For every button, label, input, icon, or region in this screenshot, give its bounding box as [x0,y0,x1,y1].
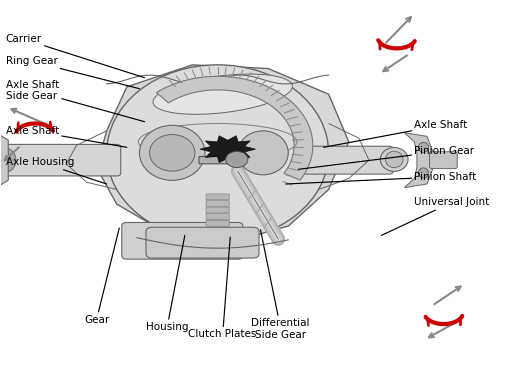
Ellipse shape [237,131,288,175]
Text: Pinion Gear: Pinion Gear [298,146,473,169]
Ellipse shape [0,148,16,172]
Ellipse shape [380,148,407,171]
Ellipse shape [153,74,292,114]
Ellipse shape [149,135,194,171]
Text: Axle Housing: Axle Housing [6,157,106,184]
Polygon shape [200,136,255,163]
Ellipse shape [139,125,205,180]
FancyBboxPatch shape [206,214,229,220]
FancyBboxPatch shape [206,201,229,206]
Text: Axle Shaft: Axle Shaft [323,120,467,147]
Polygon shape [0,133,8,188]
FancyBboxPatch shape [206,194,229,200]
FancyBboxPatch shape [206,207,229,213]
Text: Housing: Housing [146,235,188,332]
Text: Ring Gear: Ring Gear [6,56,139,89]
FancyBboxPatch shape [146,227,259,258]
Text: Universal Joint: Universal Joint [381,197,489,235]
Circle shape [225,151,247,167]
Polygon shape [156,76,312,180]
FancyBboxPatch shape [199,156,238,164]
FancyBboxPatch shape [294,146,392,174]
FancyBboxPatch shape [122,223,242,259]
Ellipse shape [417,168,428,178]
Text: Pinion Shaft: Pinion Shaft [285,171,476,184]
FancyBboxPatch shape [2,144,121,176]
Text: Axle Shaft
Side Gear: Axle Shaft Side Gear [6,80,144,122]
Text: Carrier: Carrier [6,34,144,78]
Polygon shape [404,133,434,188]
Text: Differential
Side Gear: Differential Side Gear [251,230,309,340]
Polygon shape [96,65,348,241]
Text: Gear: Gear [84,228,119,325]
FancyBboxPatch shape [429,152,457,169]
Ellipse shape [385,151,402,168]
Text: Axle Shaft: Axle Shaft [6,126,127,147]
Ellipse shape [417,142,428,152]
Text: Clutch Plates: Clutch Plates [188,237,257,339]
FancyBboxPatch shape [206,220,229,226]
Ellipse shape [106,65,328,241]
